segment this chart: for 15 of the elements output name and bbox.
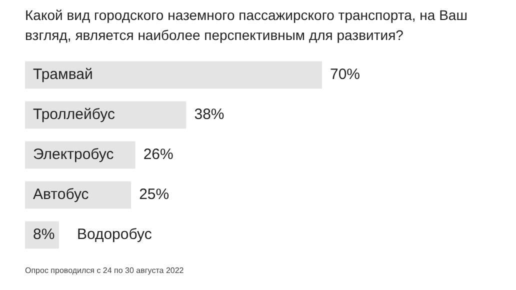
bar: [25, 61, 322, 89]
bar: [25, 181, 132, 209]
data-label: 8%: [33, 226, 55, 244]
bar: [25, 101, 186, 129]
y-tick-label: Водоробус: [76, 226, 152, 244]
data-label: 25%: [139, 186, 170, 204]
y-tick-label: Электробус: [33, 146, 114, 164]
chart-title: Какой вид городского наземного пассажирского транспорта, на Ваш взгляд, является наиболее перспективным для развития?: [25, 6, 468, 45]
y-tick-label: Троллейбус: [33, 106, 116, 124]
data-label: 70%: [330, 66, 360, 84]
data-label: 26%: [143, 146, 174, 164]
data-label: 38%: [194, 106, 224, 124]
y-tick-label: Трамвай: [33, 66, 93, 84]
y-tick-label: Автобус: [33, 186, 90, 204]
text: Опрос проводился с 24 по 30 августа 2022: [25, 266, 185, 276]
